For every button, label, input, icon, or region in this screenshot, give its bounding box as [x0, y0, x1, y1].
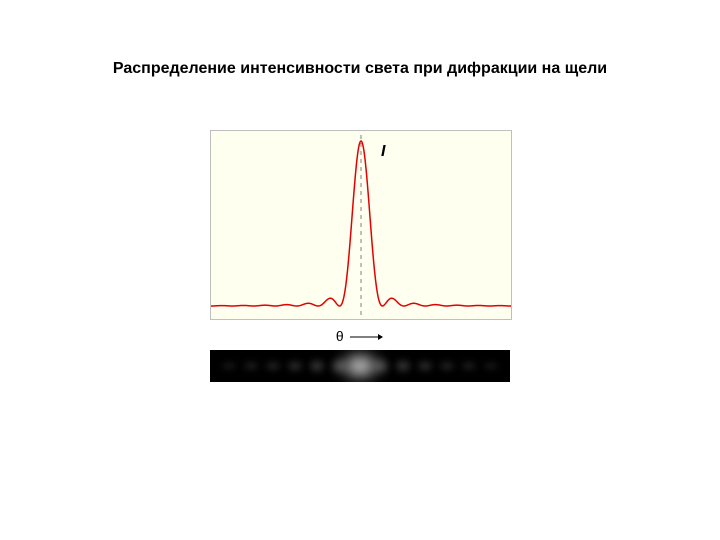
diffraction-fringe [394, 359, 412, 372]
diffraction-fringe [308, 359, 326, 372]
intensity-curve-svg [211, 131, 511, 319]
diffraction-pattern [210, 350, 510, 382]
diffraction-fringe [264, 361, 282, 372]
diffraction-fringe [482, 362, 500, 371]
y-axis-label: I [381, 143, 385, 161]
figure: I θ [210, 130, 510, 382]
diffraction-fringe [372, 358, 390, 374]
intensity-plot: I [210, 130, 512, 320]
theta-symbol: θ [336, 328, 344, 344]
arrow-icon [348, 332, 384, 342]
diffraction-fringe [416, 360, 434, 372]
diffraction-fringe [286, 360, 304, 372]
diffraction-fringe [460, 361, 478, 371]
diffraction-fringe [242, 361, 260, 371]
x-axis-label: θ [210, 328, 510, 346]
page-title: Распределение интенсивности света при ди… [0, 60, 720, 78]
diffraction-fringe [438, 361, 456, 372]
diffraction-fringe [220, 362, 238, 371]
